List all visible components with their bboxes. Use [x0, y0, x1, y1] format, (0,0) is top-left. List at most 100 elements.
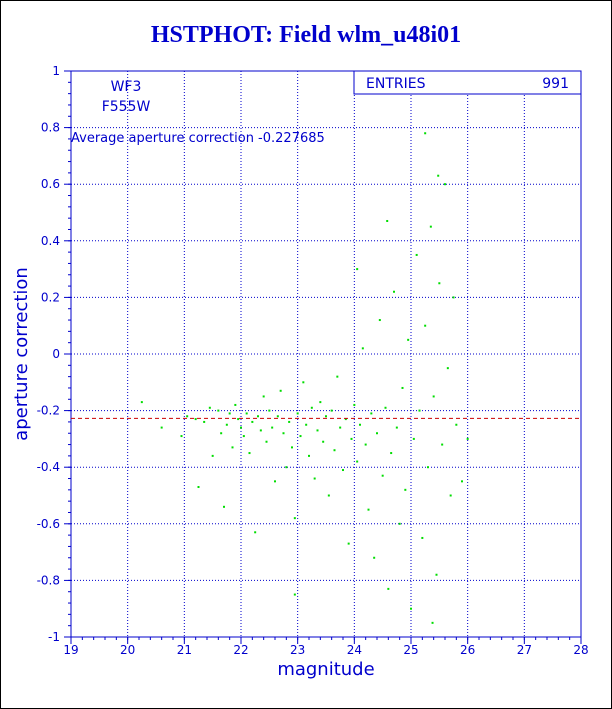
filter-label: F555W	[102, 99, 151, 115]
data-point	[288, 420, 291, 423]
data-point	[251, 420, 254, 423]
y-tick-label: -0.8	[37, 573, 60, 587]
stats-entries-label: ENTRIES	[366, 76, 426, 92]
data-point	[378, 319, 381, 322]
y-tick-label: -0.6	[37, 517, 60, 531]
data-point	[381, 474, 384, 477]
y-tick-label: 0.4	[41, 234, 60, 248]
data-point	[347, 542, 350, 545]
data-point	[449, 494, 452, 497]
x-axis-label: magnitude	[277, 659, 374, 680]
data-point	[441, 443, 444, 446]
data-point	[429, 225, 432, 228]
data-point	[361, 347, 364, 350]
y-tick-label: 1	[52, 64, 60, 78]
data-point	[248, 452, 251, 455]
y-tick-label: -0.2	[37, 404, 60, 418]
data-point	[259, 429, 262, 432]
data-point	[432, 395, 435, 398]
data-point	[285, 466, 288, 469]
data-point	[401, 386, 404, 389]
data-point	[220, 432, 223, 435]
data-point	[376, 432, 378, 435]
data-point	[194, 418, 197, 421]
y-tick-label: -1	[48, 630, 60, 644]
data-point	[330, 409, 333, 412]
data-point	[242, 435, 245, 438]
x-tick-label: 19	[63, 643, 78, 657]
data-point	[415, 253, 418, 256]
data-point	[404, 488, 407, 491]
data-point	[308, 454, 310, 457]
data-point	[390, 452, 393, 455]
data-point	[291, 446, 293, 449]
data-point	[466, 437, 469, 440]
data-point	[444, 183, 446, 186]
data-point	[424, 324, 427, 327]
data-point	[268, 409, 271, 412]
data-point	[257, 415, 259, 418]
points-layer	[140, 132, 469, 624]
data-point	[359, 423, 361, 426]
data-point	[435, 573, 438, 576]
data-point	[356, 460, 359, 463]
data-point	[293, 517, 296, 520]
x-tick-label: 27	[517, 643, 532, 657]
data-point	[452, 296, 455, 299]
data-point	[302, 381, 305, 384]
data-point	[353, 403, 356, 406]
data-point	[437, 174, 440, 177]
x-tick-label: 23	[290, 643, 305, 657]
data-point	[203, 420, 206, 423]
ticks-layer: 19 20 21 22 23 24 25 26 27 28 -1 -0.8 -0.6 -0.4 -0.2 0 0…	[37, 64, 589, 657]
data-point	[322, 440, 325, 443]
y-tick-label: -0.4	[37, 460, 60, 474]
data-point	[319, 401, 322, 404]
data-point	[364, 443, 367, 446]
x-tick-label: 26	[460, 643, 475, 657]
data-point	[282, 432, 285, 435]
data-point	[316, 429, 319, 432]
y-axis-label: aperture correction	[11, 267, 32, 441]
x-tick-label: 21	[177, 643, 192, 657]
stats-box: ENTRIES 991	[353, 70, 582, 95]
data-point	[336, 375, 339, 378]
data-point	[223, 505, 225, 508]
data-point	[418, 409, 421, 412]
data-point	[393, 290, 395, 293]
data-point	[424, 132, 427, 135]
x-tick-label: 20	[120, 643, 135, 657]
data-point	[367, 508, 370, 511]
data-point	[461, 480, 463, 483]
data-point	[228, 412, 231, 415]
data-point	[427, 466, 429, 469]
data-point	[271, 426, 274, 429]
data-point	[373, 556, 376, 559]
data-point	[386, 219, 389, 222]
data-point	[186, 415, 189, 418]
chip-label: WF3	[111, 79, 142, 95]
data-point	[180, 435, 183, 438]
data-point	[265, 440, 268, 443]
data-point	[140, 401, 143, 404]
data-point	[262, 395, 265, 398]
y-tick-label: 0.6	[41, 177, 60, 191]
data-point	[398, 522, 401, 525]
data-point	[293, 593, 296, 596]
x-tick-label: 25	[403, 643, 418, 657]
data-point	[240, 426, 242, 429]
chart-title: HSTPHOT: Field wlm_u48i01	[150, 22, 462, 48]
data-point	[208, 406, 211, 409]
data-point	[305, 423, 308, 426]
data-point	[370, 412, 373, 415]
data-point	[211, 454, 214, 457]
data-point	[333, 449, 336, 452]
data-point	[412, 437, 415, 440]
data-point	[327, 494, 330, 497]
data-point	[234, 403, 237, 406]
data-point	[395, 426, 398, 429]
data-point	[237, 418, 240, 421]
data-point	[344, 418, 347, 421]
data-point	[421, 536, 424, 539]
x-tick-label: 28	[573, 643, 588, 657]
